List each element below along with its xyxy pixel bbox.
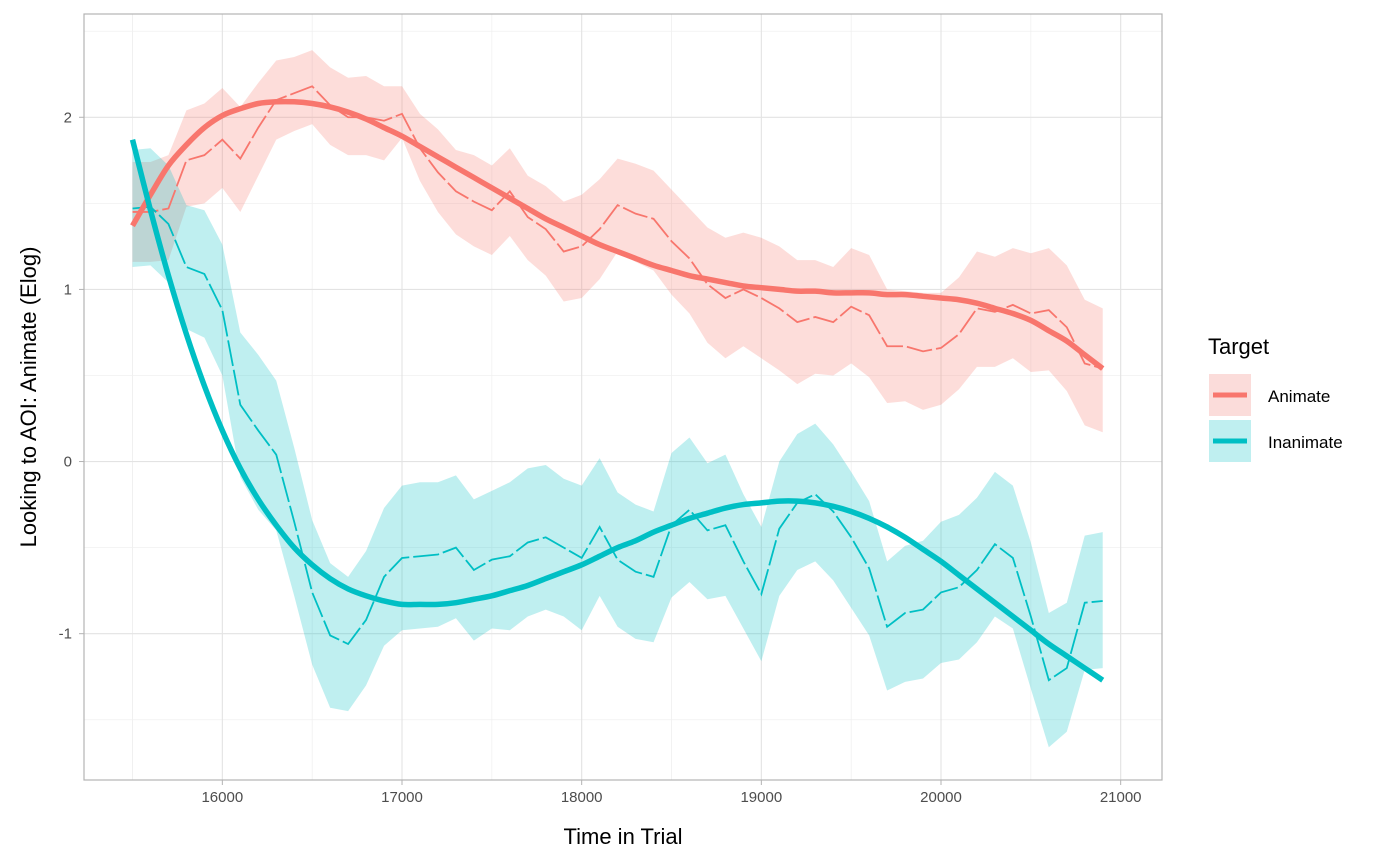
mean-line-animate [132,85,1103,370]
x-tick-label: 16000 [201,789,243,806]
y-tick-label: 0 [64,454,72,471]
x-axis: 16000 17000 18000 19000 20000 21000 [201,780,1142,806]
grid-minor [84,14,1162,780]
y-tick-label: 1 [64,281,72,298]
grid-major [84,14,1162,780]
legend-entry-animate: Animate [1209,374,1330,416]
mean-line-inanimate [132,205,1103,682]
legend: Target Animate Inanimate [1208,334,1343,462]
y-axis: -1 0 1 2 [59,109,84,643]
x-tick-label: 20000 [920,789,962,806]
panel-background [84,14,1162,780]
legend-title: Target [1208,334,1269,359]
x-tick-label: 17000 [381,789,423,806]
legend-label-animate: Animate [1268,387,1330,406]
x-tick-label: 18000 [561,789,603,806]
x-tick-label: 19000 [740,789,782,806]
smooth-line-inanimate [129,138,1105,683]
mean-lines [132,85,1103,682]
y-tick-label: -1 [59,626,72,643]
smooth-lines [129,98,1105,683]
x-axis-title: Time in Trial [564,824,683,849]
y-axis-title: Looking to AOI: Animate (Elog) [16,247,41,548]
ribbon-animate [132,50,1103,433]
legend-entry-inanimate: Inanimate [1209,420,1343,462]
x-tick-label: 21000 [1100,789,1142,806]
legend-label-inanimate: Inanimate [1268,433,1343,452]
panel-border [83,13,1163,781]
y-tick-label: 2 [64,109,72,126]
smooth-line-animate [130,98,1105,371]
